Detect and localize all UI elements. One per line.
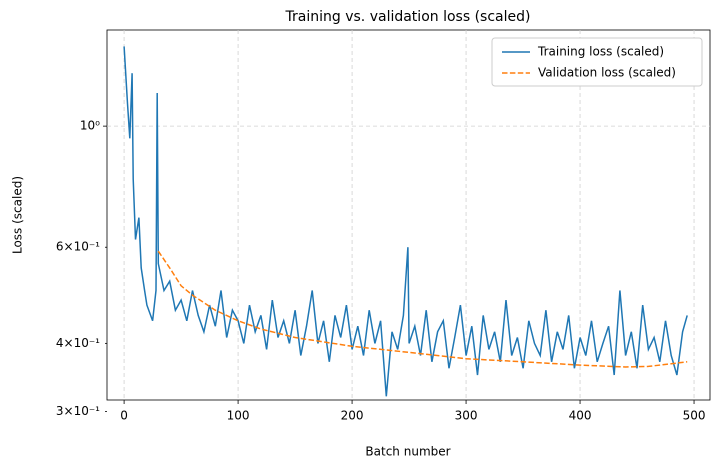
y-tick-label: 3×10⁻¹ xyxy=(56,404,100,418)
series-line xyxy=(123,46,688,397)
x-tick-label: 500 xyxy=(683,409,706,423)
x-tick-label: 100 xyxy=(227,409,250,423)
x-tick-label: 300 xyxy=(455,409,478,423)
plot-frame xyxy=(106,29,711,401)
legend-label: Validation loss (scaled) xyxy=(538,66,676,80)
y-tick-label: 6×10⁻¹ xyxy=(56,240,100,254)
chart-title: Training vs. validation loss (scaled) xyxy=(285,9,531,25)
y-tick-label: 10⁰ xyxy=(80,119,100,133)
legend-box xyxy=(491,37,703,87)
x-tick-label: 200 xyxy=(341,409,364,423)
x-axis-label: Batch number xyxy=(365,445,450,459)
x-tick-label: 400 xyxy=(569,409,592,423)
y-axis-label: Loss (scaled) xyxy=(11,176,25,254)
series-line xyxy=(157,250,688,368)
x-tick-label: 0 xyxy=(120,409,128,423)
y-tick-label: 4×10⁻¹ xyxy=(56,336,100,350)
legend-label: Training loss (scaled) xyxy=(537,45,664,59)
